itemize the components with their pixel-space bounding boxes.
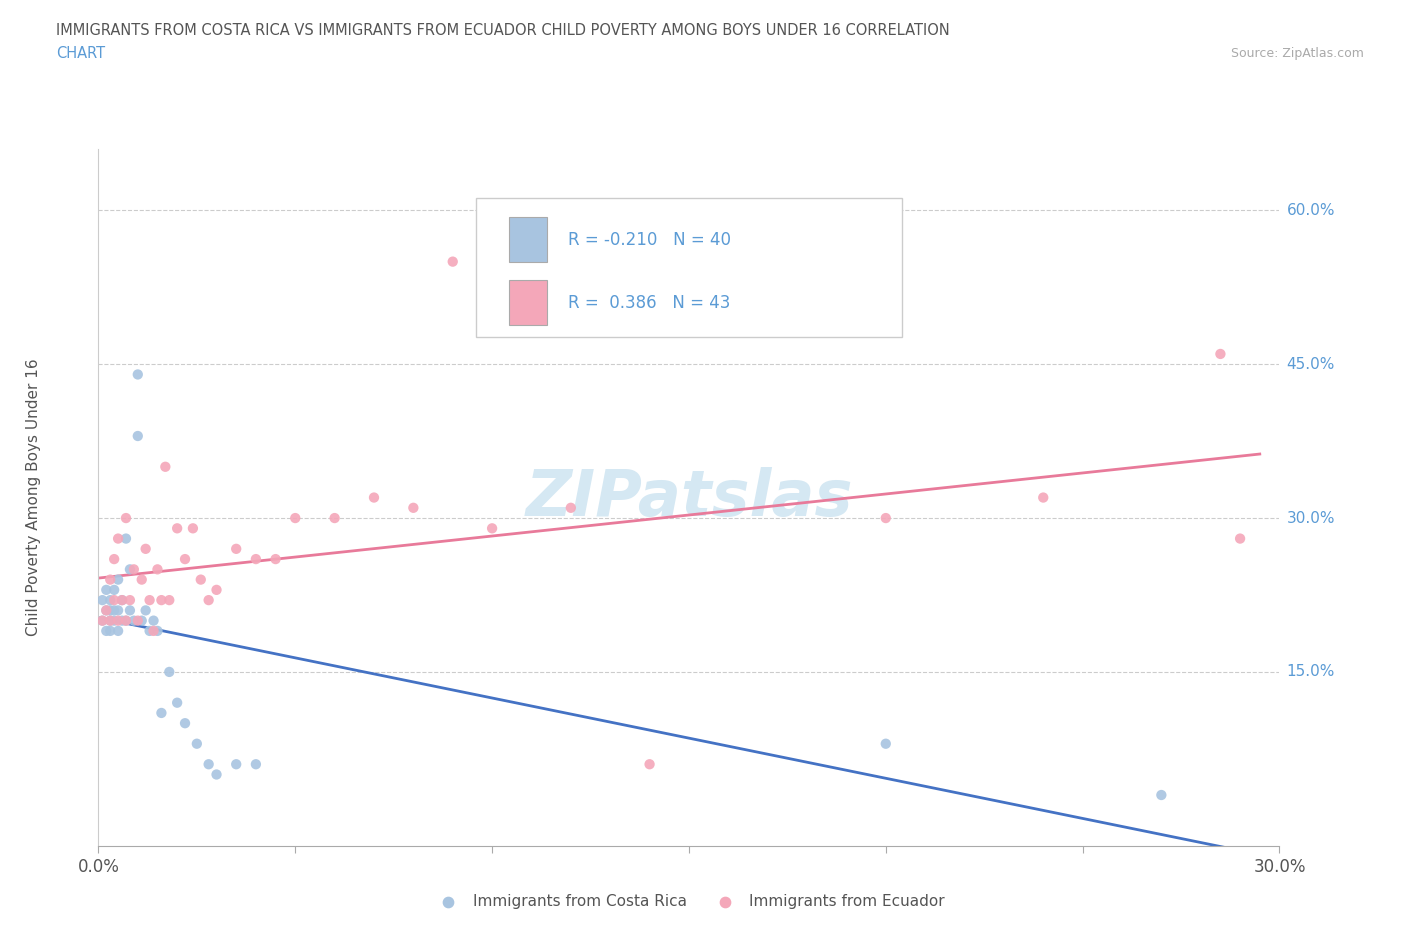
Point [98, 613, 121, 628]
Point [131, 613, 153, 628]
Point [131, 572, 153, 587]
Point [91, 613, 114, 628]
Point [111, 592, 134, 607]
Point [225, 541, 247, 556]
Point [122, 613, 145, 628]
Point [98, 613, 121, 628]
Text: R =  0.386   N = 43: R = 0.386 N = 43 [568, 294, 731, 312]
Point [166, 696, 188, 711]
Point [115, 613, 138, 628]
FancyBboxPatch shape [509, 217, 547, 262]
Point [103, 603, 125, 618]
Point [118, 562, 141, 577]
Point [150, 592, 173, 607]
Point [146, 623, 169, 638]
Point [111, 613, 134, 628]
Point [245, 551, 267, 566]
Point [197, 592, 219, 607]
Point [91, 613, 114, 628]
Point [1032, 490, 1054, 505]
Point [118, 603, 141, 618]
Point [284, 511, 307, 525]
Point [142, 613, 165, 628]
Point [441, 254, 464, 269]
Point [205, 582, 228, 597]
Point [127, 367, 149, 382]
Point [96, 623, 118, 638]
Point [107, 531, 129, 546]
Point [107, 613, 129, 628]
Point [107, 572, 129, 587]
Point [181, 521, 204, 536]
Point [875, 737, 897, 751]
Point [115, 511, 138, 525]
Point [146, 562, 169, 577]
Point [98, 572, 121, 587]
Point [115, 531, 138, 546]
Point [96, 603, 118, 618]
Point [186, 737, 208, 751]
Point [135, 541, 157, 556]
Point [103, 613, 125, 628]
Point [402, 500, 425, 515]
Point [135, 603, 157, 618]
Point [103, 551, 125, 566]
Point [98, 592, 121, 607]
Point [115, 613, 138, 628]
Point [1229, 531, 1251, 546]
Text: ZIPatѕlas: ZIPatѕlas [526, 467, 852, 528]
Point [205, 767, 228, 782]
Point [127, 429, 149, 444]
Text: 60.0%: 60.0% [1286, 203, 1334, 218]
Point [174, 551, 197, 566]
Point [127, 613, 149, 628]
Point [91, 592, 114, 607]
Point [138, 592, 160, 607]
Point [98, 603, 121, 618]
Point [174, 716, 197, 731]
Point [103, 592, 125, 607]
Point [638, 757, 661, 772]
Text: IMMIGRANTS FROM COSTA RICA VS IMMIGRANTS FROM ECUADOR CHILD POVERTY AMONG BOYS U: IMMIGRANTS FROM COSTA RICA VS IMMIGRANTS… [56, 23, 950, 38]
Text: 30.0%: 30.0% [1286, 511, 1334, 525]
Text: Child Poverty Among Boys Under 16: Child Poverty Among Boys Under 16 [25, 359, 41, 636]
Point [142, 623, 165, 638]
Point [122, 562, 145, 577]
Point [1150, 788, 1173, 803]
Point [166, 521, 188, 536]
Point [118, 592, 141, 607]
Point [363, 490, 385, 505]
Text: CHART: CHART [56, 46, 105, 61]
Point [197, 757, 219, 772]
Point [155, 459, 177, 474]
Point [96, 582, 118, 597]
FancyBboxPatch shape [477, 198, 901, 338]
FancyBboxPatch shape [509, 280, 547, 326]
Point [264, 551, 287, 566]
Point [481, 521, 503, 536]
Point [323, 511, 346, 525]
Text: R = -0.210   N = 40: R = -0.210 N = 40 [568, 231, 731, 248]
Point [190, 572, 212, 587]
Point [560, 500, 582, 515]
Point [111, 592, 134, 607]
Point [107, 623, 129, 638]
Point [98, 623, 121, 638]
Point [245, 757, 267, 772]
Point [875, 511, 897, 525]
Point [150, 706, 173, 721]
Legend: Immigrants from Costa Rica, Immigrants from Ecuador: Immigrants from Costa Rica, Immigrants f… [427, 888, 950, 915]
Point [1209, 347, 1232, 362]
Point [225, 757, 247, 772]
Point [157, 592, 180, 607]
Point [96, 603, 118, 618]
Text: 45.0%: 45.0% [1286, 357, 1334, 372]
Point [103, 582, 125, 597]
Point [157, 665, 180, 680]
Text: Source: ZipAtlas.com: Source: ZipAtlas.com [1230, 46, 1364, 60]
Point [138, 623, 160, 638]
Point [107, 603, 129, 618]
Text: 15.0%: 15.0% [1286, 664, 1334, 680]
